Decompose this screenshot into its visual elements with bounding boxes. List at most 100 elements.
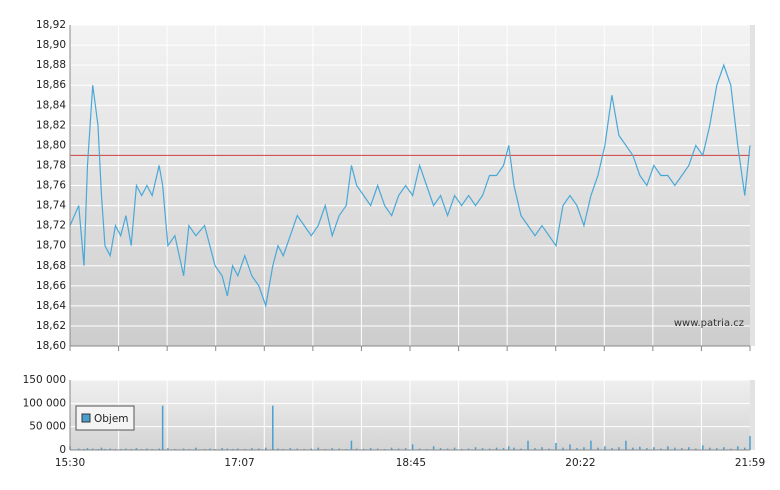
- y-tick-label: 18,72: [36, 220, 66, 232]
- volume-bar: [350, 440, 353, 450]
- volume-bar: [508, 446, 510, 450]
- volume-bar: [439, 448, 442, 450]
- y-tick-label: 18,64: [36, 300, 66, 312]
- volume-bar: [695, 448, 697, 450]
- y-tick-label: 18,92: [36, 19, 66, 31]
- volume-bar: [618, 447, 620, 450]
- volume-bar: [562, 447, 564, 450]
- vertical-grid: [69, 24, 751, 451]
- y-tick-label: 100 000: [23, 397, 66, 409]
- volume-bar: [146, 448, 148, 450]
- volume-bar: [418, 448, 421, 450]
- price-line: [69, 63, 751, 309]
- volume-bar: [182, 448, 185, 450]
- y-tick-label: 0: [59, 444, 66, 456]
- y-tick-label: 18,70: [36, 240, 66, 252]
- volume-bar: [495, 447, 498, 450]
- volume-bar: [653, 447, 655, 450]
- volume-bar: [646, 448, 648, 450]
- volume-bar: [541, 447, 543, 450]
- volume-bar: [355, 448, 358, 450]
- volume-bar: [730, 448, 732, 450]
- y-tick-label: 18,60: [36, 340, 66, 352]
- x-tick-label: 17:07: [224, 457, 254, 469]
- volume-bar: [583, 447, 585, 450]
- y-tick-label: 18,90: [36, 39, 66, 51]
- volume-bar: [660, 448, 662, 450]
- volume-bar: [688, 447, 690, 450]
- volume-bar: [411, 444, 414, 450]
- volume-bar: [135, 448, 138, 450]
- volume-bar: [481, 448, 484, 450]
- legend-swatch: [81, 413, 91, 423]
- volume-bar: [702, 445, 704, 450]
- volume-bar: [317, 447, 319, 450]
- price-plot-edge: [750, 25, 755, 346]
- volume-bar: [502, 448, 505, 450]
- volume-bar: [639, 446, 641, 450]
- volume-bar: [109, 448, 111, 450]
- legend-label: Objem: [94, 413, 129, 425]
- volume-bar: [534, 448, 536, 450]
- y-tick-label: 18,86: [36, 79, 66, 91]
- volume-bar: [272, 405, 274, 450]
- volume-bar: [296, 448, 298, 450]
- y-tick-label: 50 000: [29, 421, 66, 433]
- volume-bar: [474, 447, 477, 450]
- volume-bar: [625, 440, 627, 450]
- volume-bar: [674, 447, 676, 450]
- y-tick-label: 150 000: [23, 374, 66, 386]
- volume-bar: [376, 448, 379, 450]
- volume-bar: [331, 448, 333, 450]
- volume-bar: [167, 448, 169, 450]
- volume-bar: [446, 448, 449, 450]
- volume-bar: [569, 444, 571, 450]
- volume-bar: [258, 448, 260, 450]
- volume-bar: [237, 448, 239, 450]
- volume-bar: [161, 405, 164, 450]
- volume-bar: [397, 448, 400, 450]
- volume-bar: [195, 447, 197, 450]
- volume-bar: [576, 448, 578, 450]
- volume-bar: [158, 448, 160, 450]
- y-tick-label: 18,76: [36, 180, 66, 192]
- y-tick-label: 18,84: [36, 99, 66, 111]
- volume-plot-edge: [750, 380, 755, 450]
- volume-bar: [390, 447, 393, 450]
- x-tick-label: 15:30: [55, 457, 85, 469]
- volume-bar: [667, 446, 669, 450]
- volume-bar: [590, 440, 592, 450]
- volume-bar: [709, 447, 711, 450]
- volume-bar: [723, 447, 725, 450]
- y-tick-label: 18,66: [36, 280, 66, 292]
- volume-bar: [310, 448, 312, 450]
- volume-bar: [338, 448, 340, 450]
- volume-bar: [744, 447, 746, 450]
- volume-bar: [226, 448, 229, 450]
- volume-bar: [251, 448, 253, 450]
- volume-bar: [597, 447, 599, 450]
- volume-bar: [432, 446, 435, 450]
- x-tick-label: 18:45: [396, 457, 426, 469]
- volume-bar: [548, 448, 550, 450]
- volume-bar: [527, 440, 529, 450]
- y-tick-label: 18,80: [36, 139, 66, 151]
- volume-bar: [369, 448, 372, 450]
- y-tick-label: 18,78: [36, 159, 66, 171]
- volume-bar: [91, 448, 94, 450]
- volume-bar: [749, 436, 751, 450]
- volume-bar: [77, 448, 80, 450]
- volume-bar: [611, 448, 613, 450]
- marks: 18,60 18,62 18,64 18,66 18,68 18,70 18,72 18,74…: [23, 19, 766, 469]
- volume-bar: [681, 448, 683, 450]
- volume-bar: [632, 447, 634, 450]
- volume-bar: [209, 448, 211, 450]
- x-tick-label: 21:59: [735, 457, 765, 469]
- volume-bar: [716, 448, 718, 450]
- volume-bar: [404, 448, 407, 450]
- volume-bar: [289, 448, 292, 450]
- x-tick-label: 20:22: [565, 457, 595, 469]
- volume-bar: [125, 448, 127, 450]
- volume-bar: [604, 446, 606, 450]
